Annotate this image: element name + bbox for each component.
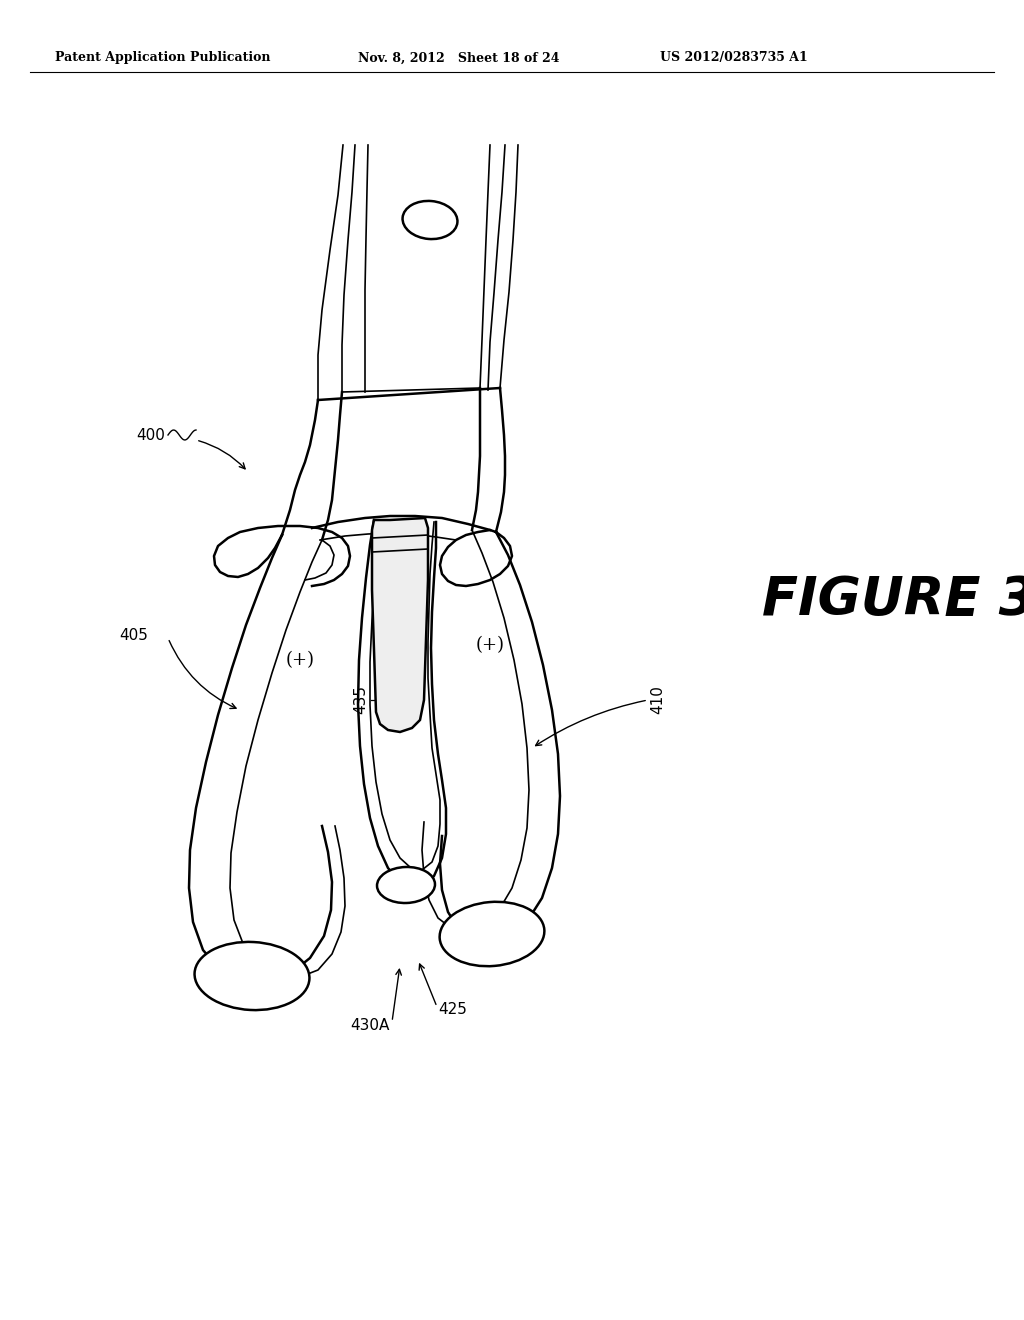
Text: US 2012/0283735 A1: US 2012/0283735 A1 [660, 51, 808, 65]
Text: Patent Application Publication: Patent Application Publication [55, 51, 270, 65]
Ellipse shape [402, 201, 458, 239]
Text: 410: 410 [650, 685, 665, 714]
Text: 435: 435 [353, 685, 368, 714]
Ellipse shape [195, 942, 309, 1010]
Text: 425: 425 [438, 1002, 467, 1018]
Text: (+): (+) [286, 651, 314, 669]
Ellipse shape [377, 867, 435, 903]
Text: (+): (+) [475, 636, 505, 653]
Ellipse shape [439, 902, 545, 966]
Text: (−): (−) [385, 636, 415, 653]
Polygon shape [372, 517, 428, 733]
Text: 430A: 430A [350, 1018, 390, 1032]
Text: FIGURE 36: FIGURE 36 [762, 574, 1024, 626]
Text: 400: 400 [136, 428, 165, 442]
Text: Nov. 8, 2012   Sheet 18 of 24: Nov. 8, 2012 Sheet 18 of 24 [358, 51, 559, 65]
Text: 405: 405 [119, 627, 148, 643]
